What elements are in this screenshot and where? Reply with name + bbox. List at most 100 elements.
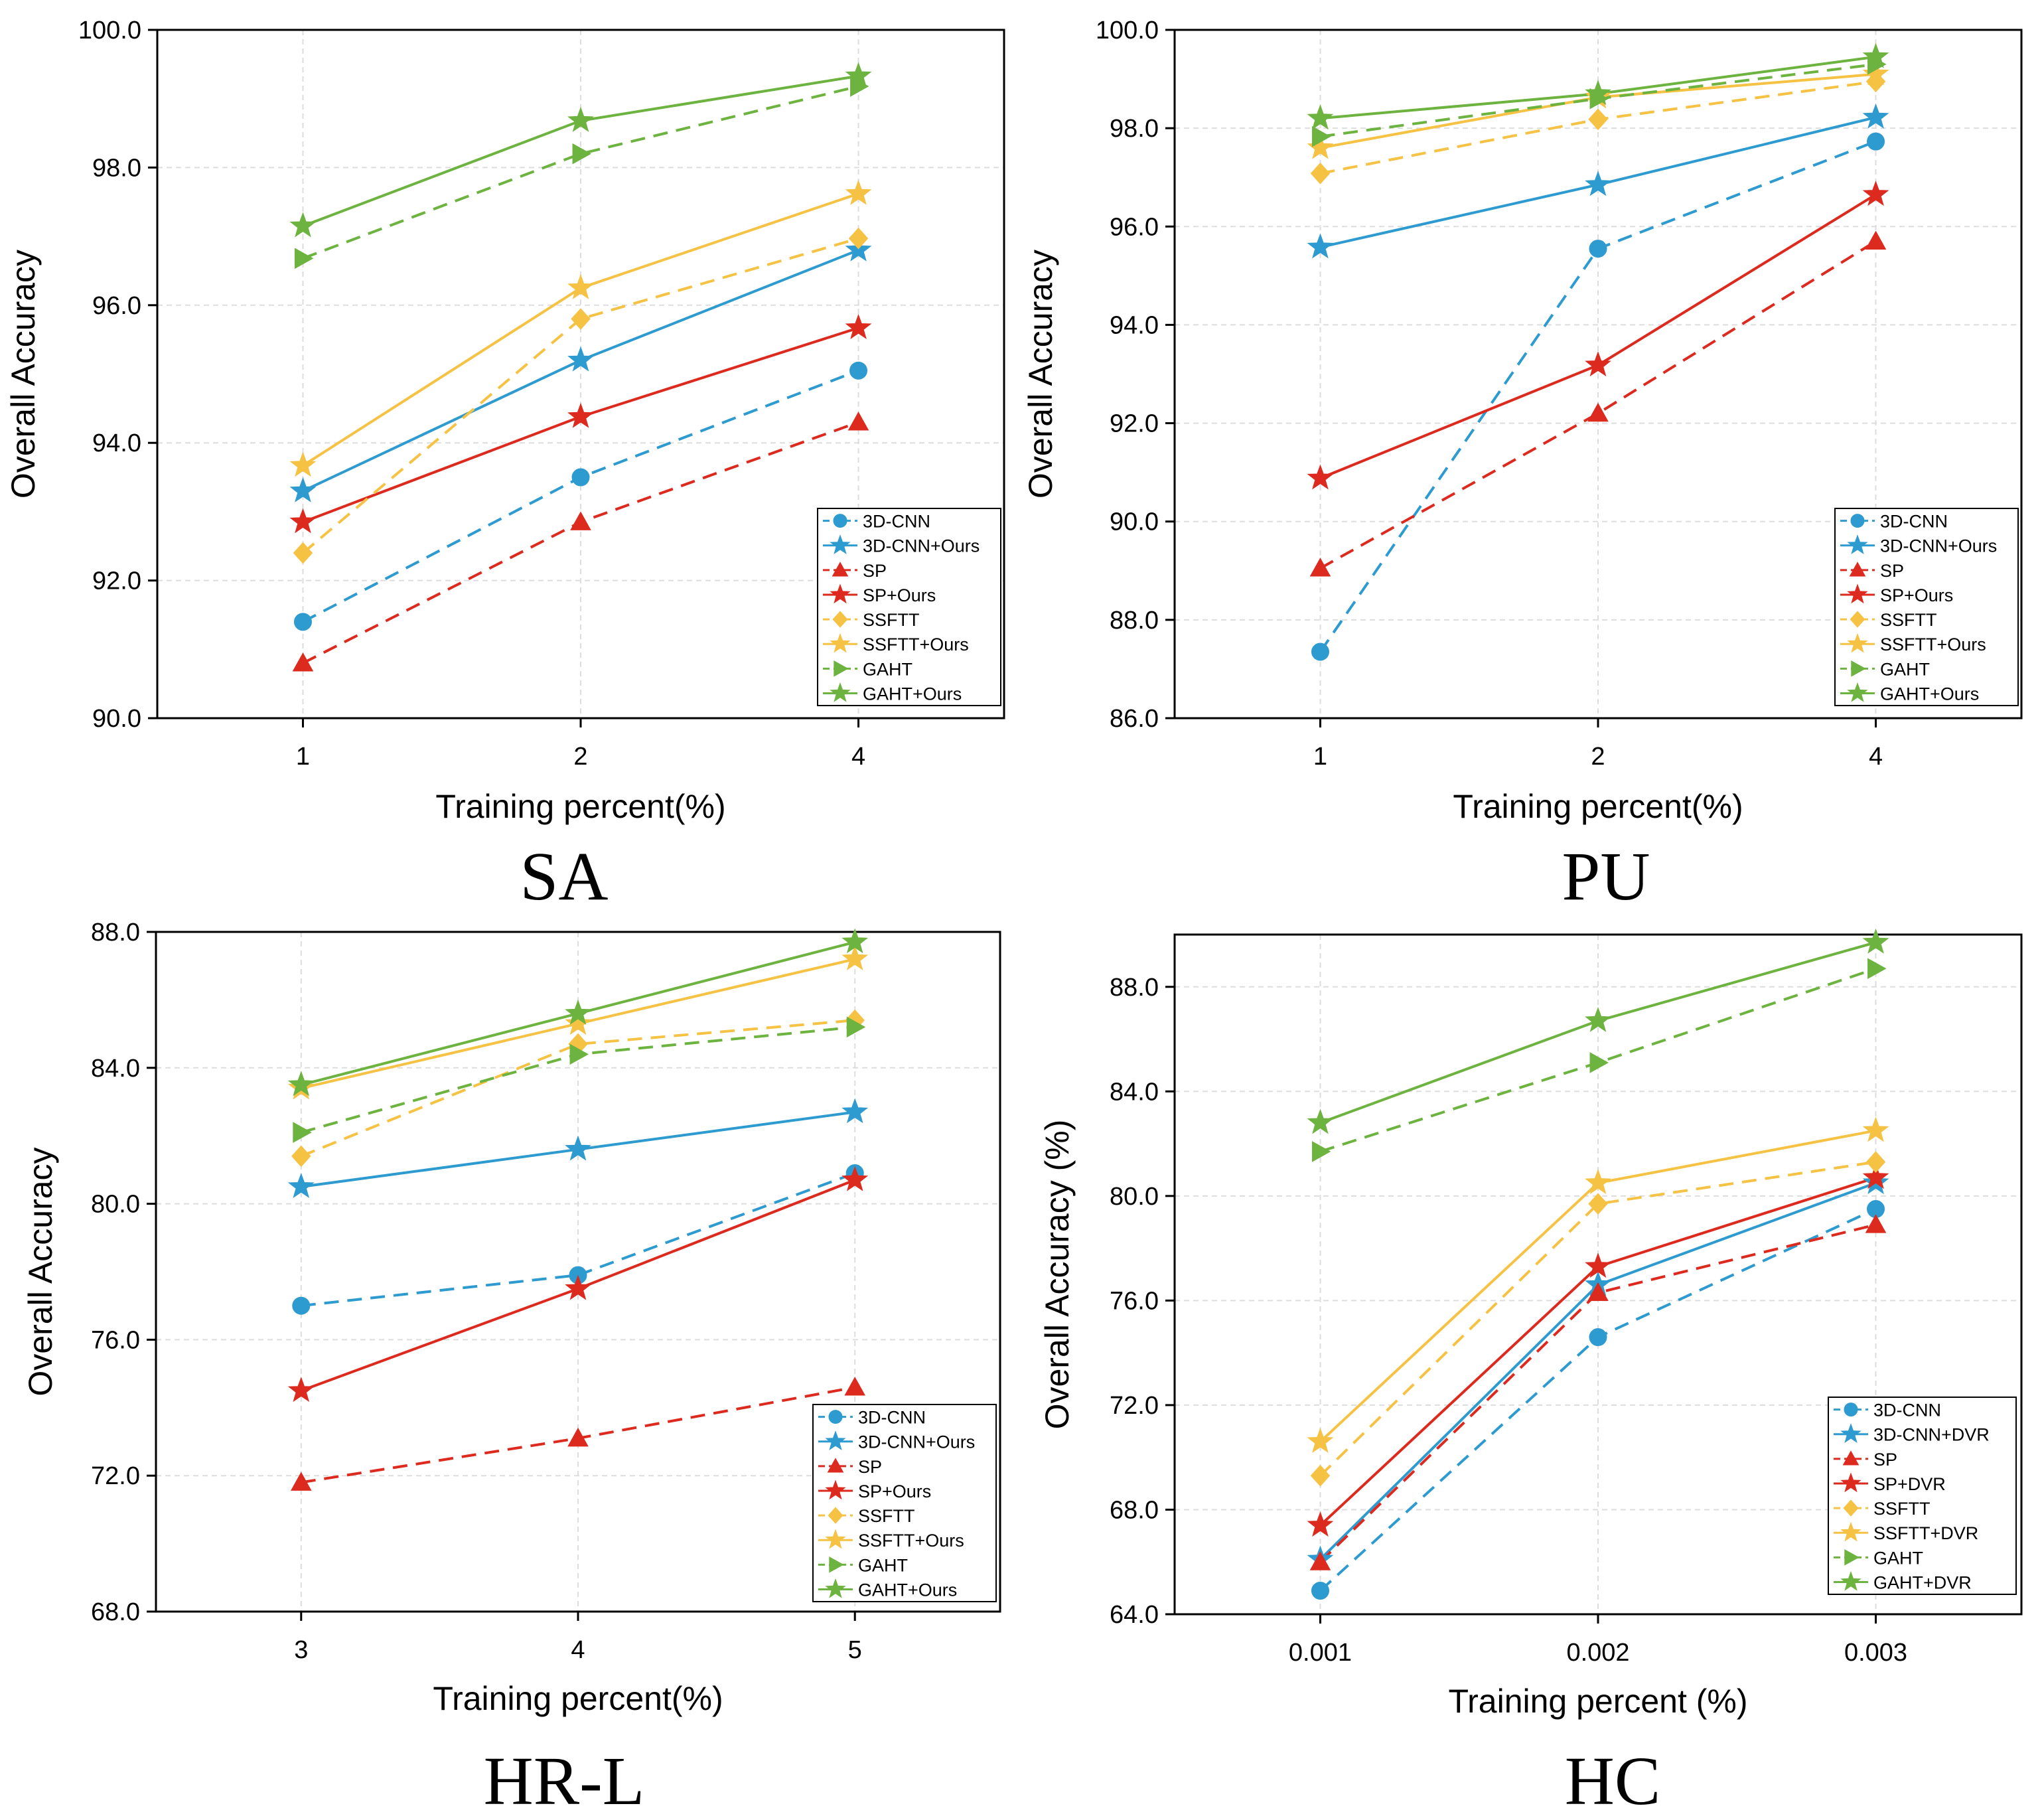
legend-label: SP [863, 561, 887, 581]
data-point-sp-ours [845, 314, 872, 339]
x-tick-label: 2 [1591, 743, 1605, 771]
legend-label: GAHT [1873, 1548, 1923, 1568]
y-tick-label: 96.0 [1110, 213, 1159, 241]
series-line-ssftt [1319, 1160, 1876, 1477]
legend-marker [1847, 682, 1868, 702]
x-tick-label: 0.002 [1566, 1639, 1629, 1667]
series-group [1307, 42, 1889, 661]
data-point-ssftt [848, 227, 869, 250]
legend-label: SSFTT+Ours [1880, 635, 1986, 654]
data-point-ssftt-dvr [1307, 1428, 1334, 1453]
legend-marker [1844, 1403, 1858, 1417]
y-tick-label: 72.0 [91, 1462, 140, 1490]
data-point-sp [847, 412, 869, 431]
data-point-gaht [293, 1122, 312, 1143]
legend-label: SP [858, 1457, 882, 1477]
legend-marker [1844, 1549, 1860, 1566]
data-point-ssftt-ours [845, 179, 872, 205]
data-point-sp-dvr [1862, 1164, 1889, 1189]
legend: 3D-CNN 3D-CNN+Ours SP SP+Ours SSFTT SSFTT+Our… [812, 1404, 997, 1602]
data-point-gaht [1867, 958, 1887, 979]
data-point-gaht [1312, 125, 1331, 147]
legend-marker [1843, 1499, 1859, 1517]
legend-label: SSFTT [858, 1506, 915, 1526]
data-point-3d-cnn [1867, 132, 1885, 151]
legend-marker [1847, 534, 1868, 554]
data-point-sp [1309, 1551, 1331, 1570]
legend-marker [1842, 1450, 1860, 1466]
y-tick-label: 90.0 [92, 705, 141, 733]
data-point-gaht-ours [565, 999, 591, 1025]
data-point-gaht-ours [567, 106, 594, 132]
data-point-3d-cnn [571, 468, 590, 487]
data-point-3d-cnn [292, 1296, 311, 1315]
y-tick-label: 76.0 [91, 1326, 140, 1354]
data-point-3d-cnn [293, 613, 312, 631]
series-line-sp [1319, 1223, 1877, 1563]
data-point-sp-dvr [1307, 1511, 1334, 1537]
data-point-ssftt-ours [565, 1010, 591, 1035]
series-group [287, 928, 869, 1491]
legend-marker [832, 562, 849, 577]
data-point-3d-cnn-ours [567, 346, 594, 372]
series-group [289, 62, 872, 672]
data-point-sp-ours [565, 1274, 591, 1300]
data-point-gaht [846, 1016, 866, 1038]
legend-label: 3D-CNN [858, 1408, 926, 1428]
x-axis-label: Training percent(%) [433, 1680, 723, 1717]
legend-marker [1851, 660, 1866, 677]
legend-marker [1847, 633, 1868, 653]
data-point-ssftt-ours [289, 451, 317, 477]
data-point-ssftt [291, 1145, 311, 1168]
legend-marker [1847, 583, 1868, 604]
panel-caption: HR-L [484, 1743, 645, 1819]
y-tick-label: 98.0 [1110, 115, 1159, 143]
series-line-gaht [302, 85, 859, 260]
legend-marker [1850, 611, 1865, 628]
series-line-sp-dvr [1319, 1176, 1877, 1527]
legend: 3D-CNN 3D-CNN+Ours SP SP+Ours SSFTT SSFTT+Our… [817, 508, 1001, 706]
legend-marker [825, 1430, 846, 1450]
legend-label: GAHT+Ours [1880, 684, 1979, 704]
x-tick-label: 4 [851, 743, 865, 771]
y-axis-label: Overall Accuracy [5, 250, 42, 498]
data-point-ssftt [1310, 1464, 1331, 1487]
x-tick-label: 0.001 [1289, 1639, 1352, 1667]
legend-label: SP+Ours [1880, 585, 1953, 605]
panel-caption: PU [1562, 838, 1650, 915]
data-point-3d-cnn-ours [565, 1135, 591, 1161]
chart-panel-pu: 86.0 88.0 90.0 92.0 94.0 96.0 98.0 100.0 1 2 4 Trai… [1022, 17, 2023, 915]
y-tick-label: 86.0 [1110, 705, 1159, 733]
series-line-3d-cnn [301, 1172, 855, 1308]
data-point-3d-cnn-ours [287, 1173, 315, 1198]
data-point-sp [570, 511, 591, 530]
data-point-gaht [1589, 1052, 1609, 1073]
legend-marker [828, 1410, 843, 1424]
legend-marker [1849, 562, 1866, 577]
legend-label: 3D-CNN+Ours [1880, 536, 1997, 556]
y-tick-label: 76.0 [1110, 1287, 1159, 1315]
x-tick-label: 4 [1869, 743, 1883, 771]
legend-label: 3D-CNN [863, 512, 930, 532]
data-point-3d-cnn-ours [1585, 171, 1611, 196]
y-tick-label: 88.0 [1110, 974, 1159, 1002]
legend-label: 3D-CNN [1873, 1401, 1941, 1420]
y-axis-label: Overall Accuracy [1022, 250, 1059, 498]
y-tick-label: 94.0 [92, 429, 141, 457]
data-point-sp [1865, 230, 1887, 250]
data-point-ssftt-ours [567, 273, 594, 299]
data-point-sp [1309, 558, 1331, 577]
data-point-ssftt-ours [841, 945, 869, 970]
legend-box [1828, 1397, 2017, 1595]
legend-marker [1840, 1472, 1861, 1493]
data-point-gaht-ours [289, 212, 317, 238]
legend-label: SSFTT+DVR [1873, 1523, 1978, 1543]
y-tick-label: 84.0 [91, 1055, 140, 1083]
legend-box [812, 1404, 997, 1602]
x-tick-label: 4 [571, 1636, 585, 1664]
legend-label: GAHT [1880, 659, 1930, 679]
y-tick-label: 96.0 [92, 292, 141, 320]
y-tick-label: 90.0 [1110, 508, 1159, 536]
data-point-sp [844, 1377, 866, 1396]
data-point-3d-cnn [1589, 240, 1607, 258]
